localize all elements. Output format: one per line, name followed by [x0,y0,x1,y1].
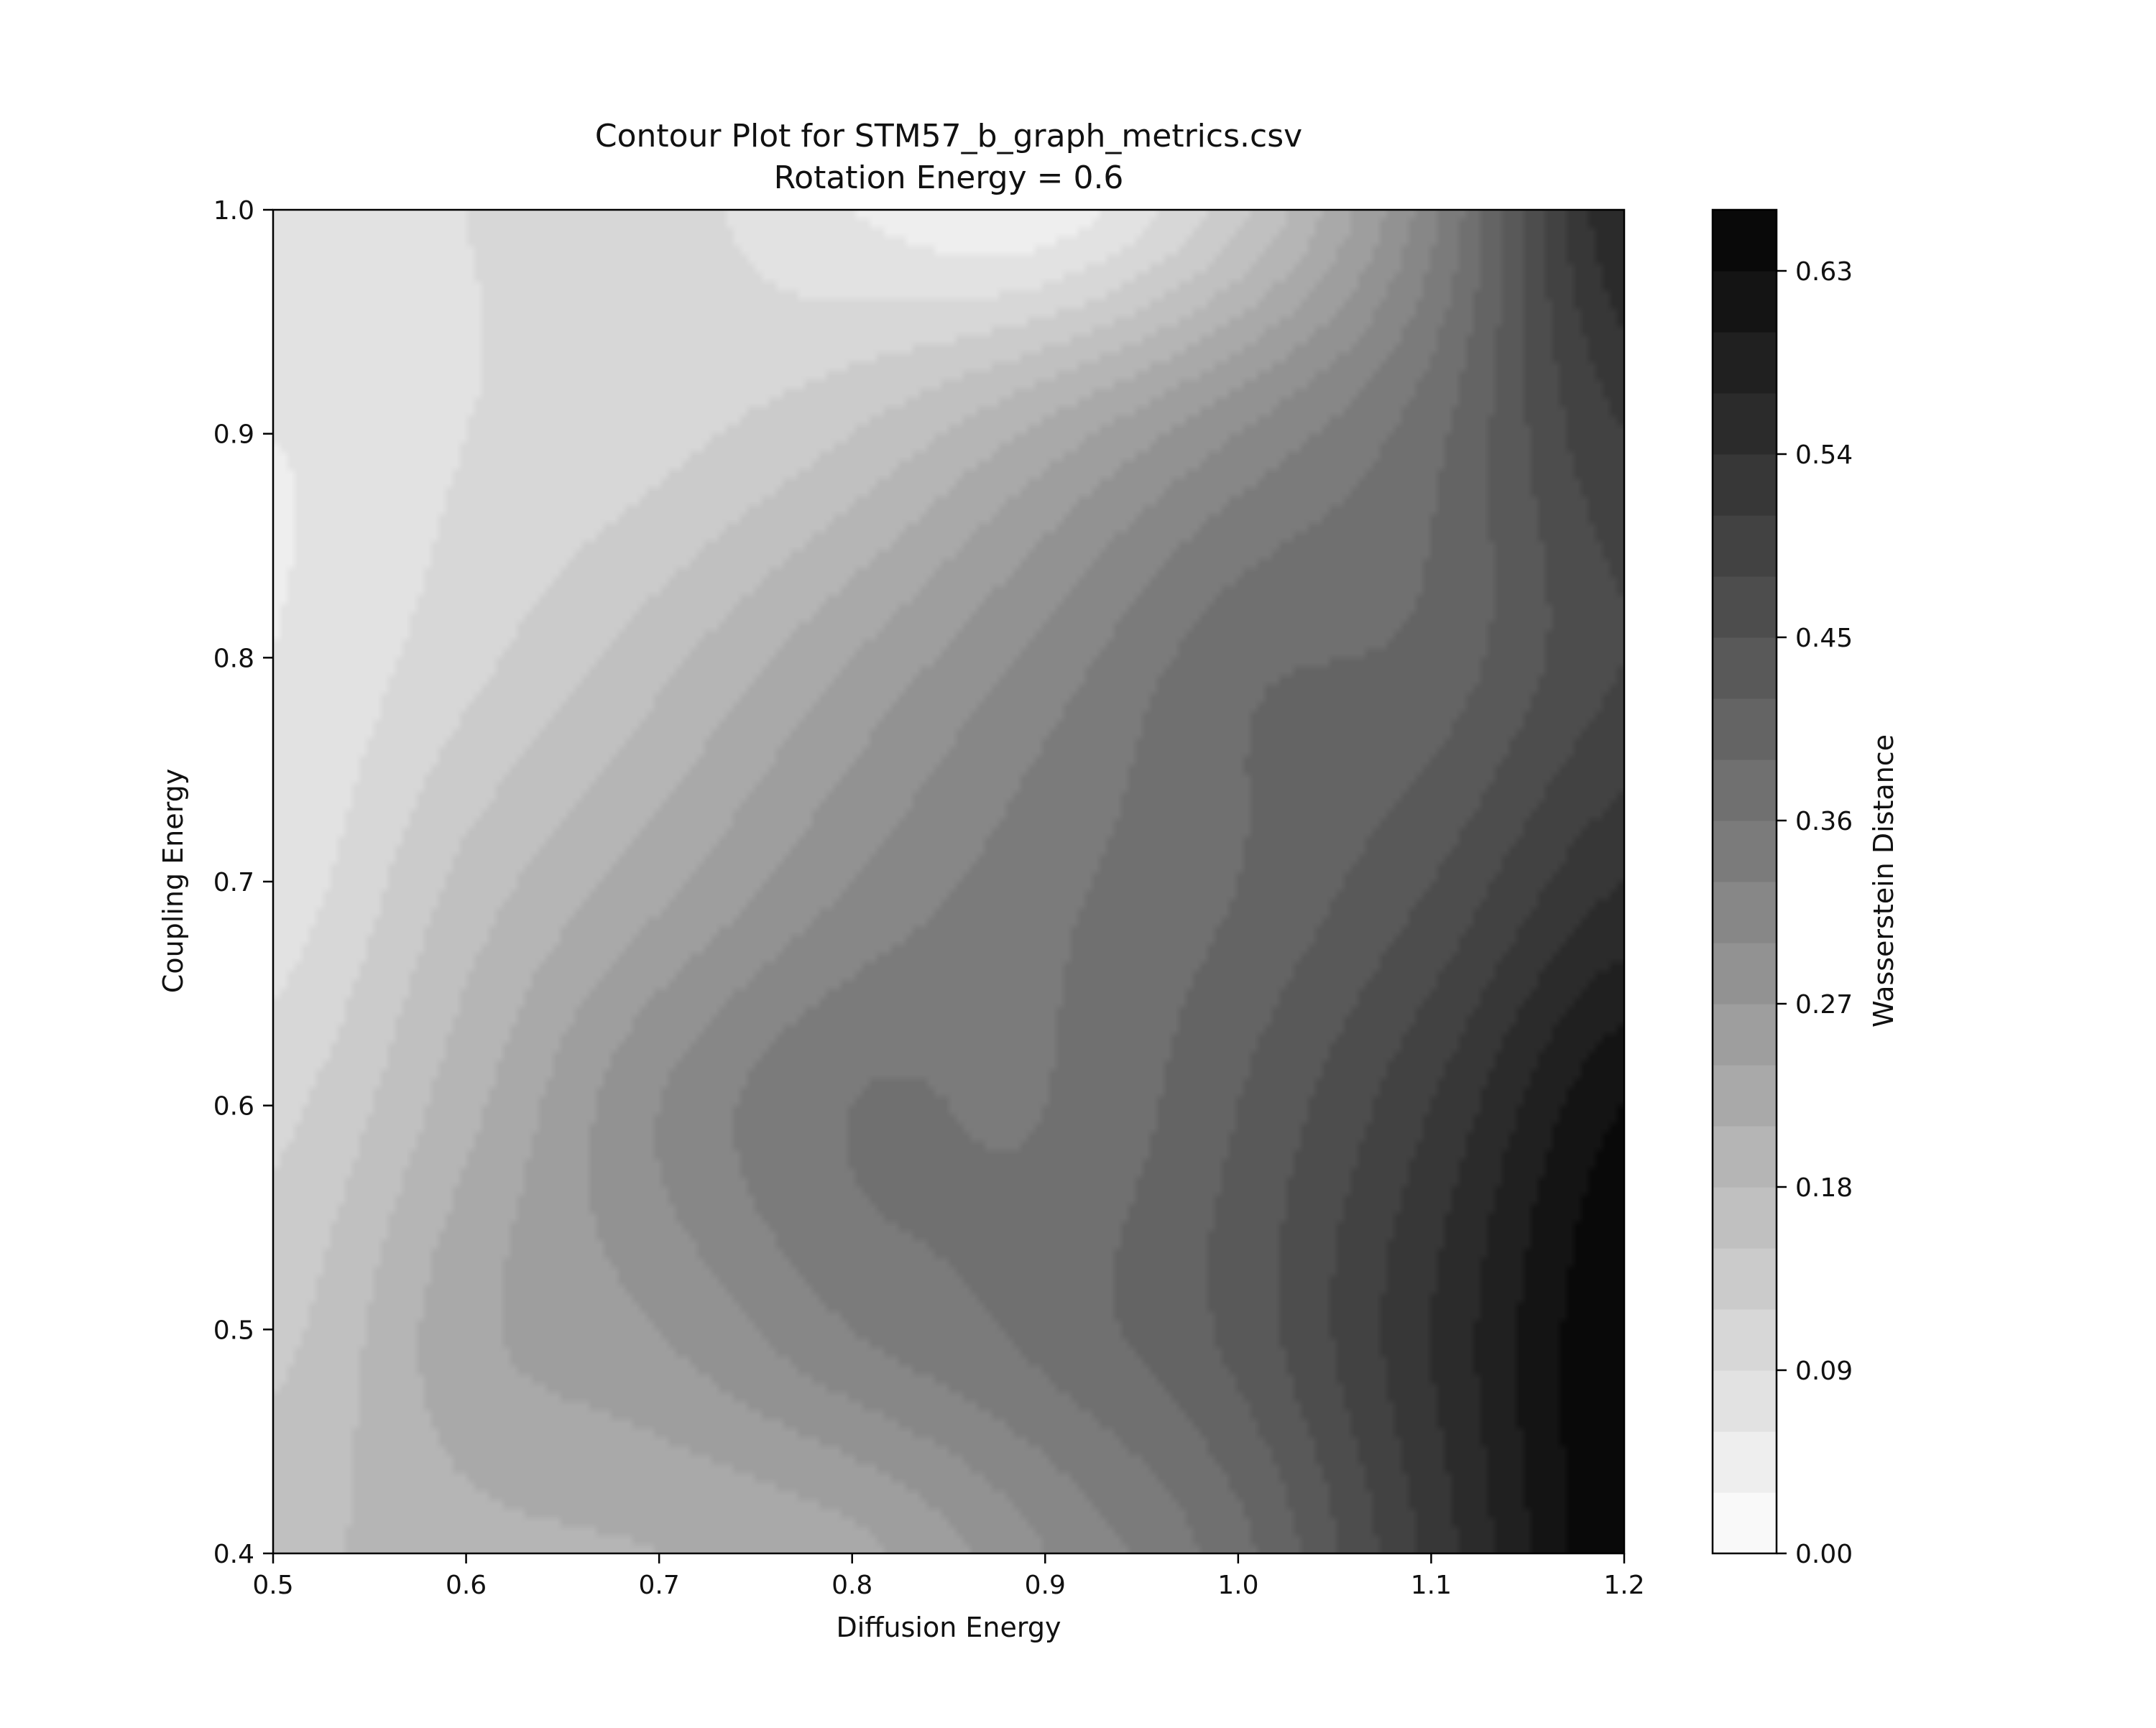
x-tick-label: 0.5 [252,1571,293,1600]
y-tick-label: 0.5 [213,1316,254,1345]
colorbar-band [1713,332,1777,394]
x-tick-label: 0.6 [446,1571,487,1600]
colorbar-tick-label: 0.27 [1795,990,1853,1020]
y-tick-label: 0.7 [213,868,254,897]
x-tick-label: 1.2 [1603,1571,1644,1600]
colorbar-band [1713,1065,1777,1127]
colorbar-tick-label: 0.09 [1795,1357,1853,1386]
colorbar-band [1713,1431,1777,1493]
contour-plot-area [273,210,1624,1553]
colorbar-band [1713,454,1777,516]
colorbar-band [1713,1492,1777,1554]
colorbar-band [1713,1309,1777,1371]
colorbar-label: Wasserstein Distance [1868,734,1899,1027]
colorbar-band [1713,1248,1777,1310]
colorbar: 0.00 0.09 0.18 0.27 0.36 0.45 0.54 0.63 [1711,208,1853,1569]
y-axis-label: Coupling Energy [157,769,189,993]
colorbar-band [1713,637,1777,699]
colorbar-band [1713,1004,1777,1066]
colorbar-frame [1711,208,1778,1555]
x-tick-label: 1.1 [1411,1571,1452,1600]
y-tick-label: 0.9 [213,420,254,450]
y-tick-label: 0.8 [213,644,254,673]
y-tick-label: 1.0 [213,196,254,226]
y-tick-label: 0.4 [213,1540,254,1569]
x-axis-label: Diffusion Energy [837,1612,1061,1643]
colorbar-band [1713,576,1777,638]
colorbar-band [1713,943,1777,1004]
chart-title: Contour Plot for STM57_b_graph_metrics.c… [595,118,1302,154]
colorbar-band [1713,1126,1777,1188]
colorbar-band [1713,1370,1777,1432]
colorbar-band [1713,515,1777,577]
chart-subtitle: Rotation Energy = 0.6 [774,160,1124,196]
colorbar-band [1713,393,1777,455]
colorbar-tick-label: 0.18 [1795,1173,1853,1203]
colorbar-band [1713,210,1777,272]
x-tick-label: 0.9 [1025,1571,1066,1600]
colorbar-tick-label: 0.00 [1795,1540,1853,1569]
colorbar-band [1713,1187,1777,1249]
colorbar-tick-label: 0.54 [1795,440,1853,470]
colorbar-band [1713,271,1777,333]
colorbar-tick-label: 0.45 [1795,624,1853,653]
contour-fill [273,210,1624,1553]
colorbar-tick-label: 0.63 [1795,257,1853,287]
colorbar-band [1713,698,1777,760]
y-tick-label: 0.6 [213,1092,254,1122]
colorbar-band [1713,882,1777,943]
colorbar-tick-label: 0.36 [1795,807,1853,836]
x-tick-label: 0.7 [639,1571,680,1600]
x-tick-label: 1.0 [1217,1571,1258,1600]
colorbar-band [1713,821,1777,882]
x-tick-label: 0.8 [831,1571,872,1600]
axes: 0.5 0.6 0.7 0.8 0.9 1.0 1.1 1.20.40.50.60.70.80… [213,196,1645,1600]
colorbar-band [1713,759,1777,821]
